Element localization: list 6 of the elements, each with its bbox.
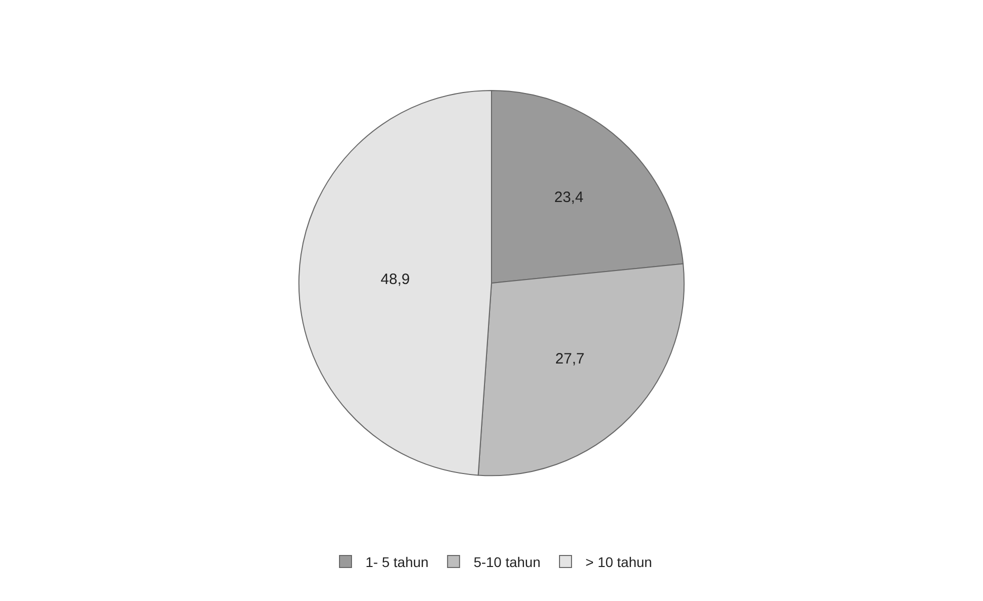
- legend-label: 1- 5 tahun: [366, 554, 429, 570]
- data-label: 27,7: [555, 350, 584, 368]
- legend-label: > 10 tahun: [586, 554, 652, 570]
- data-label: 23,4: [554, 189, 584, 206]
- legend-label: 5-10 tahun: [474, 554, 541, 570]
- data-label: 48,9: [380, 271, 410, 288]
